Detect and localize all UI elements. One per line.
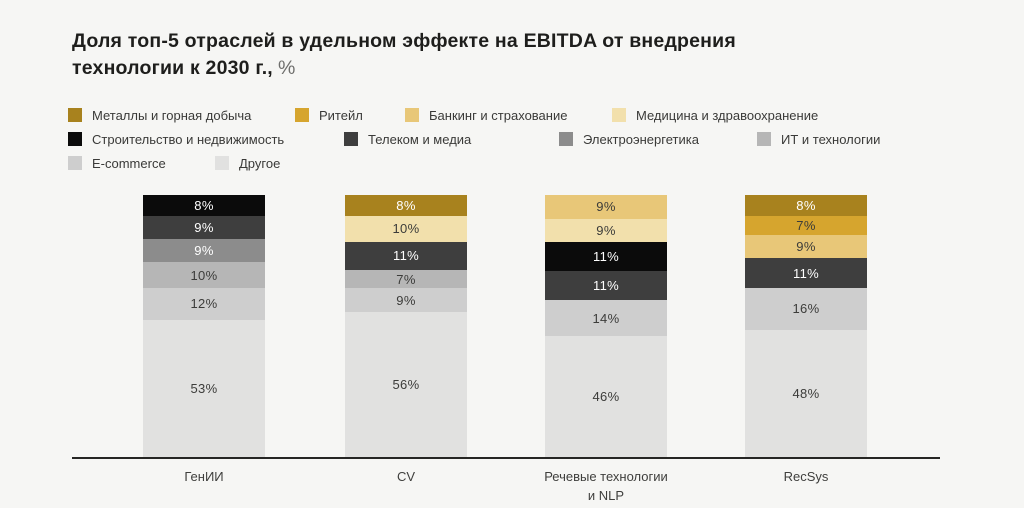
legend-label: Строительство и недвижимость: [92, 131, 285, 147]
legend-item: Металлы и горная добыча: [68, 107, 251, 123]
legend-swatch: [68, 108, 82, 122]
legend-label: Медицина и здравоохранение: [636, 107, 819, 123]
stacked-bar: 8% 9% 9% 10% 12% 53%: [143, 195, 265, 457]
legend-swatch: [757, 132, 771, 146]
legend-swatch: [344, 132, 358, 146]
legend-label: ИТ и технологии: [781, 131, 881, 147]
bar-segment: 10%: [143, 262, 265, 289]
legend-item: Телеком и медиа: [344, 131, 471, 147]
bar-segment: 11%: [345, 241, 467, 271]
legend-label: Другое: [239, 155, 281, 171]
legend-swatch: [215, 156, 229, 170]
legend-item: Электроэнергетика: [559, 131, 699, 147]
legend-swatch: [612, 108, 626, 122]
plot-area: 8% 9% 9% 10% 12% 53% 8% 10% 11% 7% 9% 56% 9% 9% 11% 11%…: [72, 195, 940, 459]
bar-segment: 9%: [545, 218, 667, 243]
legend-item: Другое: [215, 155, 280, 171]
bar-segment: 11%: [545, 242, 667, 271]
chart-title: Доля топ-5 отраслей в удельном эффекте н…: [72, 28, 847, 82]
legend-item: Ритейл: [295, 107, 363, 123]
bar-segment: 53%: [143, 319, 265, 457]
bar-segment: 7%: [745, 216, 867, 235]
bar-segment: 9%: [545, 195, 667, 219]
legend-item: Банкинг и страхование: [405, 107, 567, 123]
bar-segment: 9%: [143, 215, 265, 240]
x-axis-label: RecSys: [783, 469, 829, 484]
legend-label: E-commerce: [92, 155, 166, 171]
legend-swatch: [68, 156, 82, 170]
legend-label: Телеком и медиа: [368, 131, 472, 147]
bar-segment: 9%: [345, 288, 467, 312]
legend-swatch: [559, 132, 573, 146]
bar-segment: 8%: [345, 195, 467, 216]
legend-item: Медицина и здравоохранение: [612, 107, 818, 123]
bar-segment: 7%: [345, 270, 467, 289]
stacked-bar: 8% 7% 9% 11% 16% 48%: [745, 195, 867, 457]
bar-segment: 56%: [345, 311, 467, 457]
chart-title-text: Доля топ-5 отраслей в удельном эффекте н…: [72, 30, 736, 79]
bar-segment: 8%: [143, 195, 265, 216]
legend-item: ИТ и технологии: [757, 131, 880, 147]
chart-title-unit: %: [277, 57, 296, 79]
legend-swatch: [295, 108, 309, 122]
bar-segment: 9%: [143, 239, 265, 263]
x-axis-label: ГенИИ: [184, 469, 224, 484]
x-axis-label: CV: [396, 469, 416, 484]
bar-segment: 16%: [745, 287, 867, 330]
legend: Металлы и горная добыча Ритейл Банкинг и с…: [68, 107, 958, 173]
bar-segment: 9%: [745, 234, 867, 259]
bar-segment: 14%: [545, 299, 667, 337]
bar-segment: 8%: [745, 195, 867, 217]
bar-segment: 11%: [545, 270, 667, 300]
legend-swatch: [405, 108, 419, 122]
stacked-bar: 9% 9% 11% 11% 14% 46%: [545, 195, 667, 457]
stacked-bar: 8% 10% 11% 7% 9% 56%: [345, 195, 467, 457]
legend-label: Банкинг и страхование: [429, 107, 568, 123]
bar-segment: 11%: [745, 258, 867, 288]
bar-segment: 48%: [745, 329, 867, 457]
legend-swatch: [68, 132, 82, 146]
legend-label: Металлы и горная добыча: [92, 107, 252, 123]
x-axis-label: Речевые технологии и NLP: [544, 469, 668, 503]
legend-label: Ритейл: [319, 107, 363, 123]
legend-label: Электроэнергетика: [583, 131, 699, 147]
bar-segment: 12%: [143, 288, 265, 320]
legend-item: E-commerce: [68, 155, 166, 171]
bar-segment: 46%: [545, 336, 667, 457]
bar-segment: 10%: [345, 215, 467, 242]
legend-item: Строительство и недвижимость: [68, 131, 284, 147]
